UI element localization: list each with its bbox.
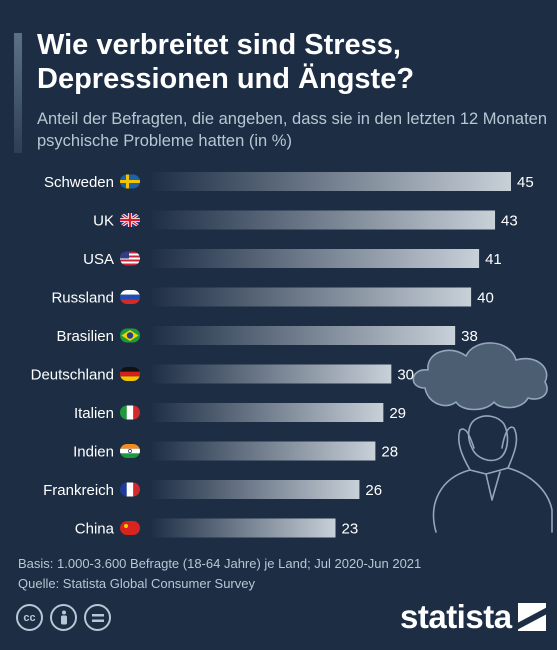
flag-india-icon [120, 444, 140, 458]
cloud-illustration [412, 342, 548, 411]
statista-brand[interactable]: statista [400, 598, 546, 636]
cc-icon[interactable]: cc [16, 604, 43, 631]
source-note: Quelle: Statista Global Consumer Survey [18, 576, 255, 591]
data-label: 23 [341, 521, 358, 538]
category-label: China [75, 521, 115, 538]
data-label: 43 [501, 213, 518, 230]
data-label: 41 [485, 251, 502, 268]
data-label: 45 [517, 174, 534, 191]
flag-brazil-icon [120, 328, 140, 343]
person-head [467, 415, 509, 462]
bar [152, 287, 472, 307]
license-icons: cc [16, 604, 111, 631]
flag-uk-icon [120, 213, 140, 227]
flag-france-icon [120, 482, 140, 497]
stress-illustration [412, 342, 553, 533]
flag-usa-icon [120, 251, 140, 266]
data-label: 29 [389, 405, 406, 422]
bar [152, 249, 480, 268]
flag-china-icon [120, 521, 140, 535]
flag-italy-icon [120, 405, 140, 420]
category-label: USA [83, 251, 114, 268]
bar [152, 172, 511, 191]
bar-chart: Schweden 45 UK 43 USA 41 Russland 40 Brasilien 38… [31, 172, 553, 538]
category-label: Schweden [44, 174, 114, 191]
category-label: Brasilien [56, 328, 114, 345]
data-label: 26 [365, 482, 382, 499]
flag-germany-icon [120, 367, 140, 381]
data-label: 30 [397, 367, 414, 384]
bar [152, 210, 496, 230]
nd-equals-icon[interactable] [84, 604, 111, 631]
footer-notes: Basis: 1.000-3.600 Befragte (18-64 Jahre… [18, 554, 421, 594]
bar [152, 480, 360, 499]
chart-subtitle: Anteil der Befragten, die angeben, dass … [37, 110, 548, 150]
basis-note: Basis: 1.000-3.600 Befragte (18-64 Jahre… [18, 556, 422, 571]
bar [152, 364, 392, 384]
bar [152, 518, 336, 538]
flag-sweden-icon [120, 174, 140, 189]
by-person-icon[interactable] [50, 604, 77, 631]
data-label: 40 [477, 290, 494, 307]
bar [152, 403, 384, 422]
statista-logo-icon [517, 603, 546, 631]
flag-russia-icon [120, 290, 140, 304]
data-label: 28 [381, 444, 398, 461]
category-label: Indien [73, 444, 114, 461]
person-collar [485, 471, 501, 501]
category-label: Deutschland [31, 367, 114, 384]
category-label: Frankreich [43, 482, 114, 499]
category-label: Russland [51, 290, 114, 307]
person-hand-right [501, 426, 518, 469]
data-label: 38 [461, 328, 478, 345]
category-label: Italien [74, 405, 114, 422]
title-accent-bar [14, 33, 22, 153]
category-label: UK [93, 213, 114, 230]
person-hand-left [457, 428, 475, 471]
chart-title: Wie verbreitet sind Stress, Depressionen… [37, 29, 415, 95]
bar [152, 326, 456, 345]
bar [152, 441, 376, 461]
brand-name: statista [400, 598, 512, 635]
